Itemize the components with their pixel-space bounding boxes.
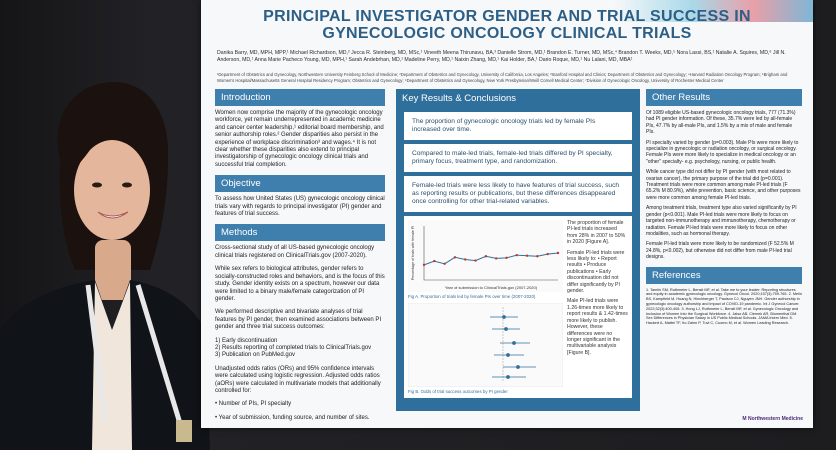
outcome-item: 3) Publication on PubMed.gov <box>215 352 296 359</box>
data-point <box>474 259 477 262</box>
key-results-heading: Key Results & Conclusions <box>402 93 517 104</box>
figure-b-forest-plot <box>408 303 563 387</box>
figure-a-caption: Fig A. Proportion of trials led by femal… <box>408 294 536 299</box>
poster-affiliations: ¹Department of Obstetrics and Gynecology… <box>217 72 788 83</box>
methods-controls-2: • Year of submission, funding source, an… <box>215 414 370 421</box>
data-point <box>536 255 539 258</box>
references-text: 1. Tamlin SM, Ruthmeier L, Bensit MF, et… <box>646 287 802 326</box>
series-line-female-pi <box>423 252 559 266</box>
chart-axes <box>423 226 558 281</box>
data-point <box>433 259 436 263</box>
figure-b-caption: Fig B. Odds of trial success outcomes by… <box>408 389 508 394</box>
key-result-2: Compared to male-led trials, female-led … <box>404 144 632 172</box>
data-point <box>422 263 426 267</box>
key-result-3: Female-led trials were less likely to ha… <box>404 176 632 212</box>
northwestern-logo: M Northwestern Medicine <box>742 416 803 422</box>
other-results-p5: Female PI-led trials were more likely to… <box>646 241 794 261</box>
methods-p3: We performed descriptive and bivariate a… <box>215 309 382 331</box>
other-results-p1: Of 1089 eligible US-based gynecologic on… <box>646 110 796 136</box>
methods-controls-1: • Number of PIs, PI specialty <box>215 401 292 408</box>
research-poster: PRINCIPAL INVESTIGATOR GENDER AND TRIAL … <box>201 0 813 428</box>
figure-a-note: The proportion of female PI-led trials i… <box>567 220 626 246</box>
outcome-item: 2) Results reporting of completed trials… <box>215 344 372 351</box>
other-results-p2: PI specialty varied by gender (p=0.003).… <box>646 139 799 165</box>
figure-side-notes: The proportion of female PI-led trials i… <box>567 220 628 394</box>
objective-heading: Objective <box>215 175 385 193</box>
data-point <box>484 255 488 258</box>
methods-heading: Methods <box>215 224 385 242</box>
data-point <box>453 256 457 259</box>
left-column: Introduction Women now comprise the majo… <box>215 89 385 428</box>
figure-b-note: Male PI-led trials were 1.26-times more … <box>567 298 628 356</box>
other-results-p3: While cancer type did not differ by PI g… <box>646 169 801 201</box>
key-result-1: The proportion of gynecologic oncology t… <box>404 112 632 140</box>
methods-p2: While sex refers to biological attribute… <box>215 266 385 302</box>
key-results-panel: Key Results & Conclusions The proportion… <box>396 89 640 411</box>
references-heading: References <box>646 266 802 284</box>
figure-a-line-chart: Year of submission to ClinicalTrials.gov… <box>408 220 563 292</box>
poster-authors: Danika Barry, MD, MPH, MPP,¹ Michael Ric… <box>217 50 786 63</box>
data-point <box>443 262 446 265</box>
y-axis-label: Percentage of trials with female PI <box>411 226 415 281</box>
presenter-photo <box>0 81 210 450</box>
figure-column: Year of submission to ClinicalTrials.gov… <box>408 220 563 394</box>
data-point <box>505 256 508 260</box>
data-point <box>515 253 518 257</box>
data-point <box>556 251 560 255</box>
figure-a-note-2: Female PI-led trials were less likely to… <box>567 249 625 295</box>
right-column: Other Results Of 1089 eligible US-based … <box>646 89 802 326</box>
data-point <box>494 257 498 260</box>
data-point <box>464 258 467 261</box>
figures-area: Year of submission to ClinicalTrials.gov… <box>404 216 632 398</box>
middle-column: Key Results & Conclusions The proportion… <box>396 89 640 411</box>
methods-outcomes: 1) Early discontinuation 2) Results repo… <box>215 338 385 360</box>
other-results-p4: Among treatment trials, treatment type a… <box>646 205 797 237</box>
methods-p4: Unadjusted odds ratios (ORs) and 95% con… <box>215 365 381 394</box>
data-point <box>525 254 529 257</box>
methods-p1: Cross-sectional study of all US-based gy… <box>215 245 375 259</box>
data-point <box>546 252 549 256</box>
corner-decoration <box>613 0 813 22</box>
other-results-heading: Other Results <box>646 89 802 106</box>
introduction-text: Women now comprise the majority of the g… <box>215 110 384 168</box>
introduction-heading: Introduction <box>215 89 385 106</box>
x-axis-label: Year of submission to ClinicalTrials.gov… <box>445 285 538 290</box>
poster-title: PRINCIPAL INVESTIGATOR GENDER AND TRIAL … <box>263 8 751 42</box>
objective-text: To assess how United States (US) gynecol… <box>215 196 385 218</box>
outcome-item: 1) Early discontinuation <box>215 337 278 344</box>
